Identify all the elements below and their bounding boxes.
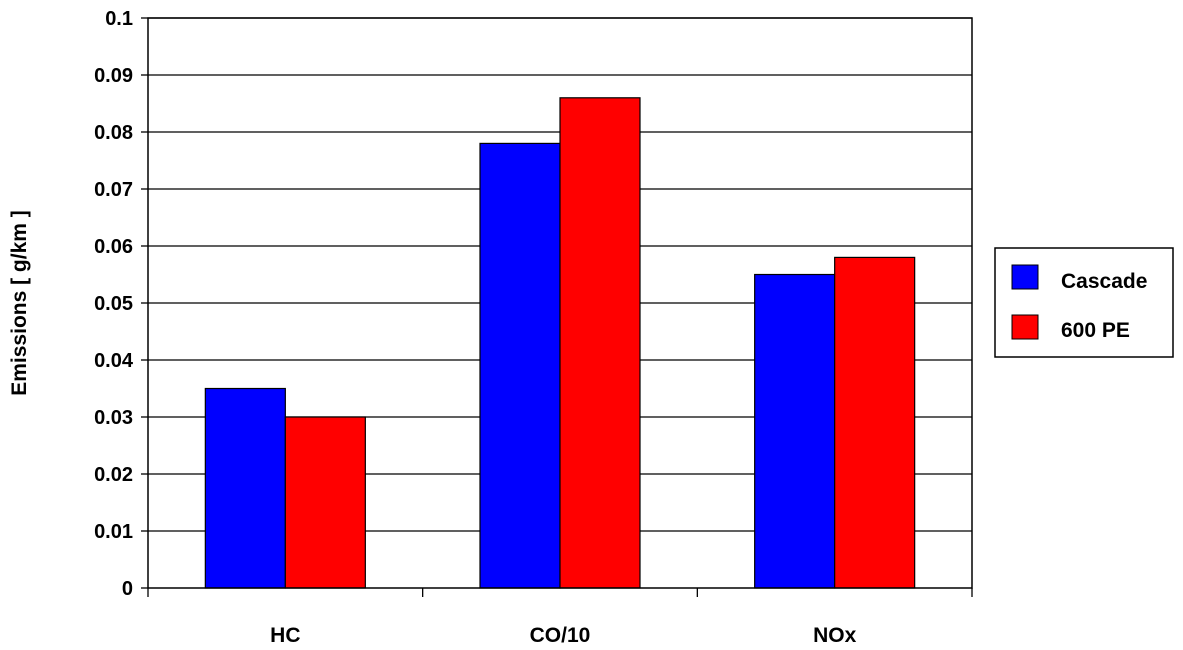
y-tick-label: 0.09 (94, 65, 133, 87)
y-tick-label: 0.04 (94, 350, 134, 372)
legend-swatch-600-pe (1011, 314, 1039, 340)
legend: Cascade 600 PE (994, 247, 1174, 358)
bar-600-pe-hc (284, 416, 366, 589)
y-tick-label: 0.01 (94, 521, 133, 543)
y-tick-label: 0.07 (94, 179, 133, 201)
y-tick-label: 0.03 (94, 407, 133, 429)
legend-label-cascade: Cascade (1061, 270, 1147, 293)
bar-cascade-nox (754, 273, 836, 589)
x-category-label: NOx (813, 624, 857, 647)
bar-cascade-co-10 (479, 142, 561, 589)
bar-600-pe-co-10 (559, 97, 641, 589)
bar-600-pe-nox (834, 256, 916, 589)
bar-cascade-hc (204, 387, 286, 589)
legend-label-600-pe: 600 PE (1061, 319, 1130, 342)
bars (204, 97, 916, 589)
y-tick-label: 0.05 (94, 293, 133, 315)
y-tick-label: 0.1 (105, 8, 133, 30)
axes: 0 0.01 0.02 0.03 0.04 0.05 0.06 0.07 0.08 0.09 0.1… (94, 8, 973, 647)
legend-swatch-cascade (1011, 264, 1039, 290)
x-category-label: CO/10 (530, 624, 591, 647)
y-tick-label: 0 (122, 578, 133, 600)
y-tick-label: 0.08 (94, 122, 133, 144)
y-tick-label: 0.06 (94, 236, 133, 258)
y-axis-title: Emissions [ g/km ] (8, 210, 31, 396)
x-category-label: HC (270, 624, 300, 647)
y-tick-label: 0.02 (94, 464, 133, 486)
